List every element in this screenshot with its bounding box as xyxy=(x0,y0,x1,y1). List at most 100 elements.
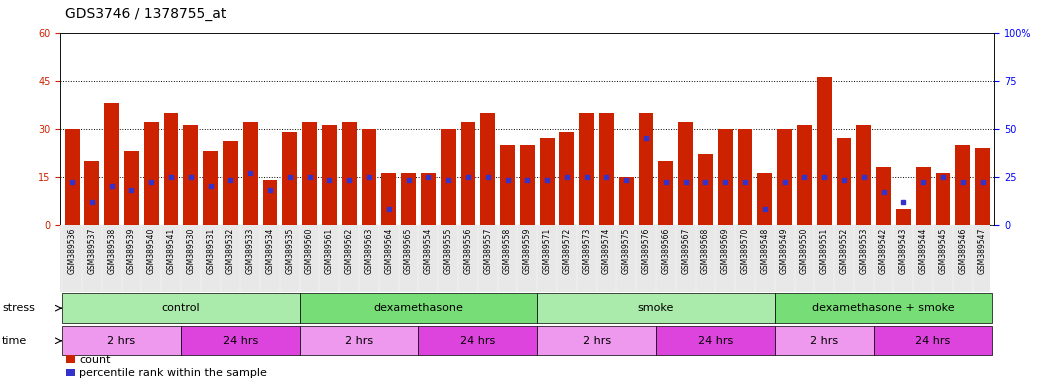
Text: GSM389562: GSM389562 xyxy=(345,228,354,274)
Text: GSM389559: GSM389559 xyxy=(523,228,531,275)
Text: GSM389547: GSM389547 xyxy=(978,228,987,275)
Text: 2 hrs: 2 hrs xyxy=(582,336,610,346)
Text: GSM389542: GSM389542 xyxy=(879,228,889,274)
Text: 24 hrs: 24 hrs xyxy=(223,336,257,346)
Text: GSM389566: GSM389566 xyxy=(661,228,671,275)
Bar xyxy=(300,293,538,323)
Bar xyxy=(540,138,554,225)
Bar xyxy=(381,174,397,225)
Text: GSM389552: GSM389552 xyxy=(840,228,848,274)
Text: GSM389576: GSM389576 xyxy=(641,228,651,275)
Bar xyxy=(874,326,992,356)
Bar xyxy=(876,167,891,225)
Bar xyxy=(738,129,753,225)
Text: GSM389569: GSM389569 xyxy=(720,228,730,275)
Bar xyxy=(441,129,456,225)
Bar xyxy=(698,154,713,225)
Bar xyxy=(401,174,416,225)
Text: GSM389558: GSM389558 xyxy=(503,228,512,274)
Text: stress: stress xyxy=(2,303,35,313)
Bar xyxy=(263,180,277,225)
Bar xyxy=(817,78,831,225)
Text: GSM389550: GSM389550 xyxy=(800,228,809,275)
Text: dexamethasone: dexamethasone xyxy=(374,303,463,313)
Bar xyxy=(164,113,179,225)
Bar xyxy=(559,132,574,225)
Bar xyxy=(84,161,100,225)
Bar xyxy=(916,167,931,225)
Bar xyxy=(300,326,418,356)
Text: GSM389561: GSM389561 xyxy=(325,228,334,274)
Bar xyxy=(322,126,336,225)
Text: 24 hrs: 24 hrs xyxy=(916,336,951,346)
Bar xyxy=(758,174,772,225)
Bar xyxy=(777,129,792,225)
Bar xyxy=(184,126,198,225)
Text: GSM389540: GSM389540 xyxy=(146,228,156,275)
Text: GSM389575: GSM389575 xyxy=(622,228,631,275)
Text: GSM389553: GSM389553 xyxy=(859,228,868,275)
Text: GSM389556: GSM389556 xyxy=(463,228,472,275)
Bar xyxy=(599,113,613,225)
Text: time: time xyxy=(2,336,27,346)
Bar xyxy=(104,103,119,225)
Text: GSM389544: GSM389544 xyxy=(919,228,928,275)
Bar xyxy=(658,161,674,225)
Text: 24 hrs: 24 hrs xyxy=(698,336,733,346)
Bar xyxy=(243,122,257,225)
Bar xyxy=(302,122,317,225)
Bar xyxy=(144,122,159,225)
Text: GSM389543: GSM389543 xyxy=(899,228,908,275)
Text: GSM389536: GSM389536 xyxy=(67,228,77,275)
Text: GSM389541: GSM389541 xyxy=(166,228,175,274)
Bar xyxy=(418,326,538,356)
Bar xyxy=(538,293,774,323)
Text: GSM389570: GSM389570 xyxy=(740,228,749,275)
Text: GSM389551: GSM389551 xyxy=(820,228,828,274)
Text: GSM389571: GSM389571 xyxy=(543,228,551,274)
Text: GSM389539: GSM389539 xyxy=(127,228,136,275)
Bar xyxy=(282,132,297,225)
Text: smoke: smoke xyxy=(637,303,674,313)
Text: GSM389557: GSM389557 xyxy=(484,228,492,275)
Text: 2 hrs: 2 hrs xyxy=(345,336,373,346)
Text: GSM389573: GSM389573 xyxy=(582,228,592,275)
Text: GSM389538: GSM389538 xyxy=(107,228,116,274)
Bar xyxy=(124,151,139,225)
Text: GSM389545: GSM389545 xyxy=(938,228,948,275)
Legend: count, percentile rank within the sample: count, percentile rank within the sample xyxy=(65,355,267,379)
Bar xyxy=(361,129,377,225)
Text: GSM389548: GSM389548 xyxy=(760,228,769,274)
Bar xyxy=(797,126,812,225)
Bar xyxy=(774,326,874,356)
Bar xyxy=(223,141,238,225)
Text: 2 hrs: 2 hrs xyxy=(810,336,839,346)
Text: 24 hrs: 24 hrs xyxy=(460,336,495,346)
Text: control: control xyxy=(162,303,200,313)
Bar xyxy=(481,113,495,225)
Bar xyxy=(520,145,535,225)
Bar xyxy=(935,174,951,225)
Bar xyxy=(975,148,990,225)
Text: GSM389560: GSM389560 xyxy=(305,228,315,275)
Bar xyxy=(62,293,300,323)
Text: GSM389534: GSM389534 xyxy=(266,228,274,275)
Bar xyxy=(638,113,654,225)
Bar xyxy=(342,122,357,225)
Bar xyxy=(678,122,693,225)
Bar xyxy=(579,113,594,225)
Bar xyxy=(421,174,436,225)
Text: GSM389531: GSM389531 xyxy=(207,228,215,274)
Text: GSM389563: GSM389563 xyxy=(364,228,374,275)
Text: GSM389568: GSM389568 xyxy=(701,228,710,274)
Bar xyxy=(619,177,633,225)
Text: GSM389565: GSM389565 xyxy=(404,228,413,275)
Text: GDS3746 / 1378755_at: GDS3746 / 1378755_at xyxy=(65,7,226,21)
Text: dexamethasone + smoke: dexamethasone + smoke xyxy=(813,303,955,313)
Text: GSM389574: GSM389574 xyxy=(602,228,611,275)
Bar xyxy=(856,126,871,225)
Bar xyxy=(656,326,774,356)
Bar xyxy=(837,138,851,225)
Bar xyxy=(181,326,300,356)
Text: GSM389533: GSM389533 xyxy=(246,228,254,275)
